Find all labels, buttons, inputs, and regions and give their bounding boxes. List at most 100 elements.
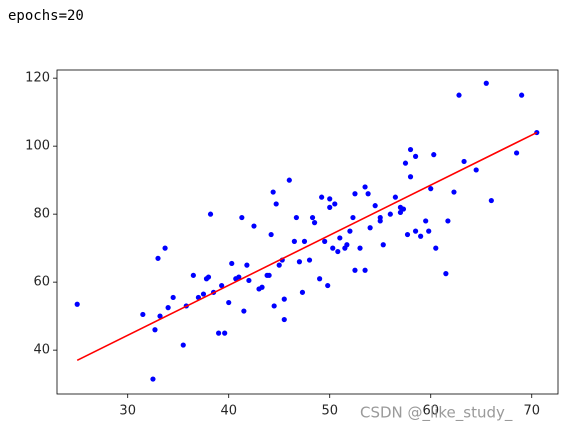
point [170,294,176,301]
point [400,206,407,212]
point [322,238,328,244]
point [309,214,316,221]
point [350,214,356,221]
x-tick-label: 30 [119,404,136,419]
point [286,177,292,183]
point [392,194,398,200]
point [335,248,341,255]
point [268,231,274,238]
point [431,152,437,158]
point [205,274,212,280]
point [412,153,419,159]
point [461,158,467,165]
point [190,272,196,278]
point [445,218,451,224]
point [327,196,333,202]
point [377,214,383,221]
x-tick-label: 50 [321,404,338,419]
point [428,186,434,192]
point [402,160,409,166]
point [404,231,411,238]
point [352,191,358,197]
x-tick-label: 40 [220,404,237,419]
point [200,291,207,297]
point [291,238,297,244]
point [219,282,225,289]
point [534,129,540,136]
point [155,255,161,261]
y-tick-label: 60 [33,275,50,290]
point [423,218,429,224]
point [306,257,313,263]
point [276,262,282,268]
point [311,220,318,226]
plot-frame [56,69,559,395]
point [513,150,520,156]
point [488,197,494,204]
point [367,225,373,231]
point [150,376,156,382]
point [372,203,378,209]
point [337,235,343,241]
point [244,262,250,268]
point [407,174,414,180]
point [483,80,489,86]
x-tick-label: 60 [422,404,439,419]
point [241,308,247,314]
point [239,214,245,221]
y-tick-label: 120 [25,71,50,86]
point [473,167,479,173]
y-tick-label: 100 [25,139,50,154]
point [293,214,299,221]
point [180,342,186,348]
point [456,92,462,98]
point [412,228,419,234]
point [140,311,146,318]
point [270,189,276,195]
point [216,330,222,336]
point [325,282,331,289]
point [281,296,287,302]
point [299,289,306,295]
point [319,194,325,200]
point [162,245,168,251]
point [365,191,371,197]
point [317,276,323,282]
point [443,271,449,277]
point [451,189,457,195]
point [332,201,338,207]
y-tick-label: 80 [33,207,50,222]
point [226,299,232,306]
point [387,211,393,217]
point [380,242,386,248]
point [207,211,214,217]
point [519,92,525,98]
point [407,146,414,153]
point [229,260,235,267]
x-tick-label: 70 [523,404,540,419]
point [222,330,228,336]
point [296,259,303,265]
point [397,209,404,216]
point [327,204,333,210]
point [251,223,257,229]
watermark: CSDN @_like_study_ [360,404,513,423]
point [330,245,336,251]
point [266,272,272,278]
point [362,184,368,190]
point [259,284,265,290]
point [418,233,424,239]
point [74,301,80,307]
output-text: epochs=20 [8,8,84,24]
point [246,277,252,284]
point [157,313,163,319]
point [347,228,353,234]
point [281,316,287,323]
point [152,327,158,333]
point [344,242,350,248]
point [433,245,439,251]
fit-line [76,131,538,362]
point [426,228,432,234]
